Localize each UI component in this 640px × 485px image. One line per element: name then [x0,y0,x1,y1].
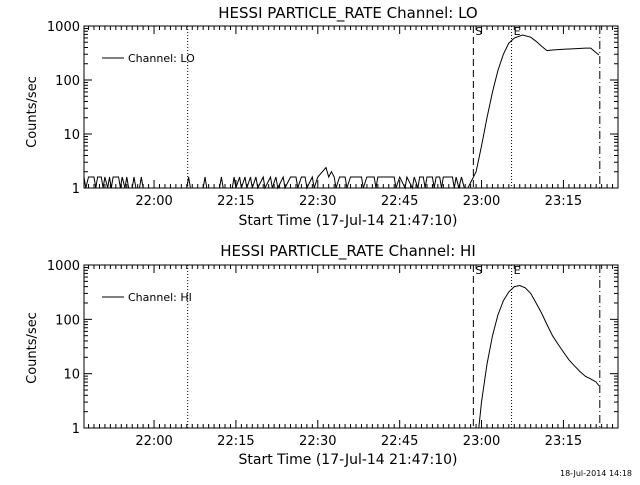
x-axis-label: Start Time (17-Jul-14 21:47:10) [238,213,457,229]
x-tick-label: 22:30 [299,434,336,449]
plot-frame [83,25,619,189]
chart-panel-lo: HESSI PARTICLE_RATE Channel: LO Start Ti… [25,4,619,229]
x-tick-label: 22:45 [381,194,418,209]
y-tick-label: 1000 [47,20,80,35]
chart-title: HESSI PARTICLE_RATE Channel: HI [220,242,476,261]
chart-title: HESSI PARTICLE_RATE Channel: LO [218,4,477,23]
x-axis-label: Start Time (17-Jul-14 21:47:10) [238,452,457,468]
y-axis-label: Counts/sec [25,76,40,148]
end-marker-label: E [514,25,521,38]
x-tick-label: 22:00 [135,434,172,449]
x-tick-label: 22:15 [217,194,254,209]
x-tick-label: 23:00 [463,194,500,209]
series-line-channello [83,34,600,190]
x-tick-label: 22:00 [135,194,172,209]
legend-label: Channel: HI [128,291,192,304]
end-marker-label: E [514,264,521,277]
x-tick-label: 22:30 [299,194,336,209]
y-tick-label: 1 [72,182,80,197]
y-tick-label: 10 [63,368,80,383]
x-tick-label: 23:15 [545,194,582,209]
legend-label: Channel: LO [128,52,195,65]
y-tick-label: 100 [55,74,80,89]
series-line-channelhi [478,284,600,429]
y-tick-label: 100 [55,313,80,328]
y-tick-label: 1000 [47,259,80,274]
x-tick-label: 23:15 [545,434,582,449]
plot-frame [83,264,619,429]
x-tick-label: 22:15 [217,434,254,449]
y-tick-label: 1 [72,422,80,437]
date-stamp: 18-Jul-2014 14:18 [559,469,632,478]
start-marker-label: S [475,264,482,277]
y-axis-label: Counts/sec [25,312,40,384]
x-tick-label: 22:45 [381,434,418,449]
chart-panel-hi: HESSI PARTICLE_RATE Channel: HI Start Ti… [25,242,619,468]
start-marker-label: S [475,25,482,38]
y-tick-label: 10 [63,128,80,143]
x-tick-label: 23:00 [463,434,500,449]
